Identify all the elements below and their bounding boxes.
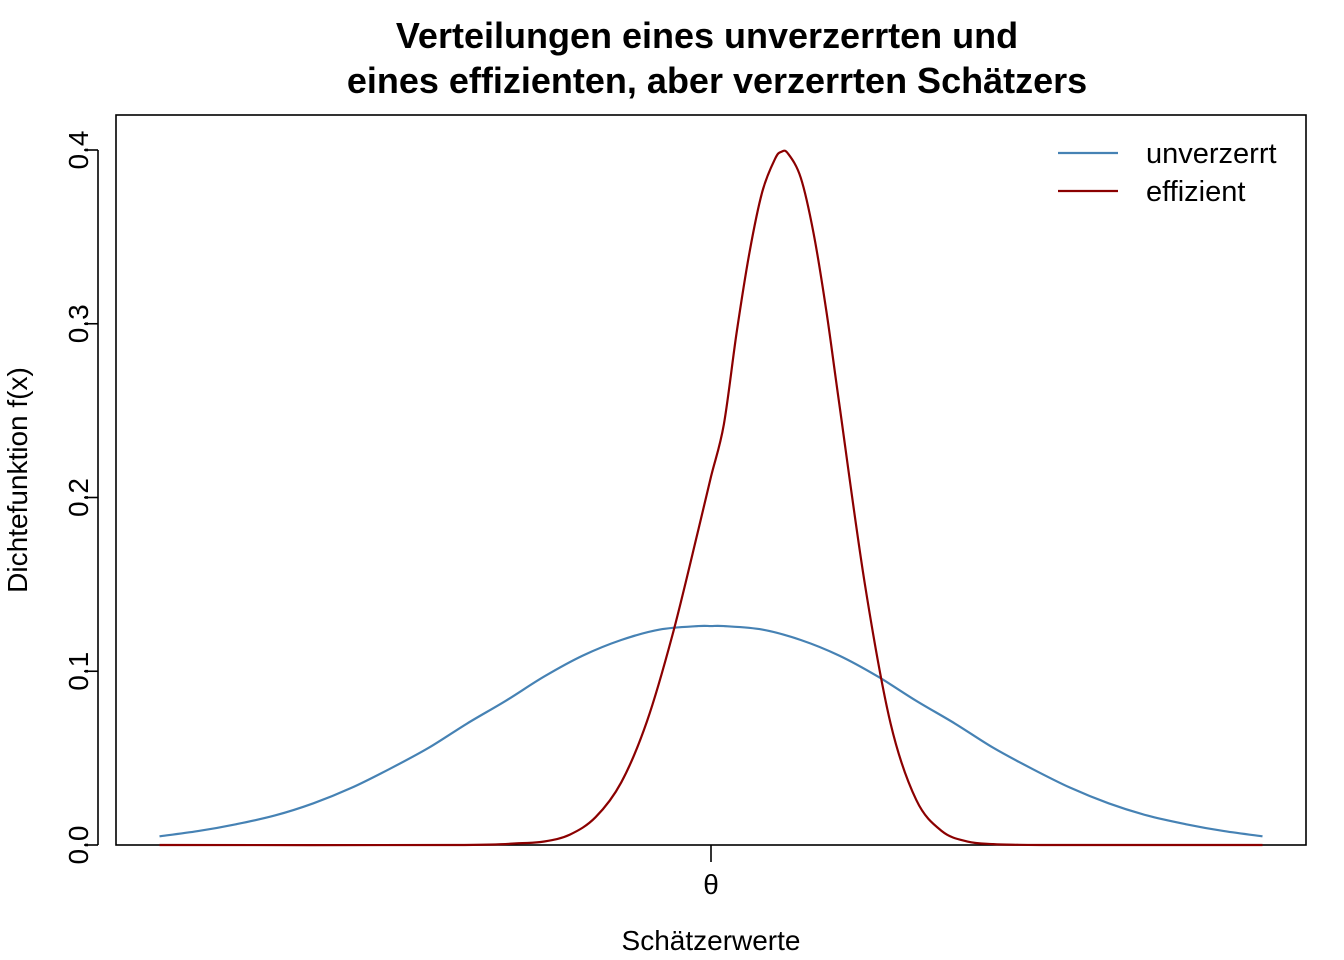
x-tick-label: θ	[703, 869, 719, 900]
series-line-effizient	[159, 149, 1263, 847]
chart-title-line-2: eines effizienten, aber verzerrten Schät…	[347, 60, 1087, 101]
y-axis: 0.0 0.1 0.2 0.3 0.4	[63, 131, 99, 865]
x-axis: θ	[703, 845, 719, 900]
y-tick-label: 0.4	[63, 131, 94, 170]
series-line-unverzerrt	[159, 624, 1263, 838]
y-axis-label: Dichtefunktion f(x)	[2, 367, 33, 593]
y-tick-label: 0.0	[63, 826, 94, 865]
x-axis-label: Schätzerwerte	[622, 925, 801, 956]
y-tick-label: 0.2	[63, 478, 94, 517]
legend-label-unverzerrt: unverzerrt	[1146, 138, 1277, 170]
legend-label-effizient: effizient	[1146, 176, 1245, 208]
series-layer	[159, 149, 1263, 847]
y-tick-label: 0.3	[63, 304, 94, 343]
legend: unverzerrt effizient	[1058, 138, 1277, 208]
chart-title-line-1: Verteilungen eines unverzerrten und	[396, 15, 1018, 56]
y-tick-label: 0.1	[63, 652, 94, 691]
